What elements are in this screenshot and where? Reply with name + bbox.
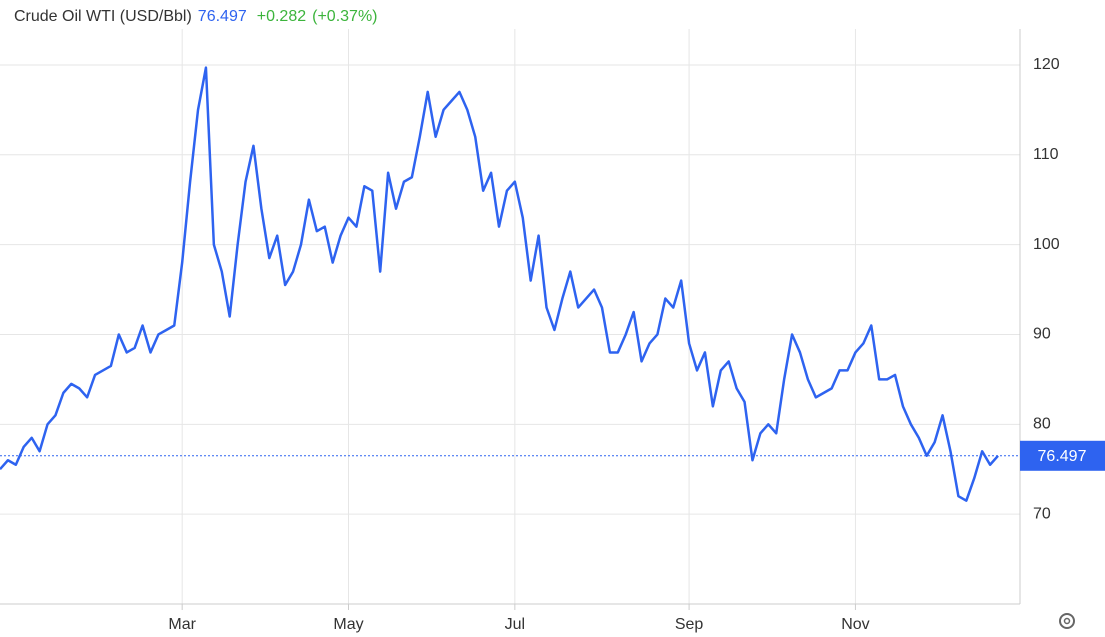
y-tick-label: 100 bbox=[1033, 236, 1060, 253]
price-line bbox=[0, 66, 999, 502]
x-tick-label: May bbox=[333, 616, 363, 633]
y-tick-label: 90 bbox=[1033, 326, 1051, 343]
x-tick-label: Mar bbox=[168, 616, 196, 633]
y-tick-label: 70 bbox=[1033, 505, 1051, 522]
y-tick-label: 110 bbox=[1033, 146, 1059, 163]
last-value-label: 76.497 bbox=[1038, 448, 1087, 465]
change-percent: (+0.37%) bbox=[312, 8, 377, 25]
x-tick-label: Jul bbox=[505, 616, 525, 633]
x-tick-label: Nov bbox=[841, 616, 869, 633]
change: +0.282 bbox=[257, 8, 306, 25]
y-tick-label: 80 bbox=[1033, 416, 1051, 433]
gear-hub bbox=[1063, 617, 1071, 625]
price: 76.497 bbox=[198, 8, 247, 25]
settings-icon[interactable] bbox=[1059, 613, 1075, 629]
x-tick-label: Sep bbox=[675, 616, 704, 633]
last-value-badge bbox=[1020, 440, 1105, 471]
gear-ring bbox=[1059, 613, 1075, 629]
chart-title: Crude Oil WTI (USD/Bbl) bbox=[14, 8, 192, 25]
y-tick-label: 120 bbox=[1033, 56, 1060, 73]
chart-header: Crude Oil WTI (USD/Bbl) 76.497 +0.282 (+0.3… bbox=[14, 8, 378, 25]
